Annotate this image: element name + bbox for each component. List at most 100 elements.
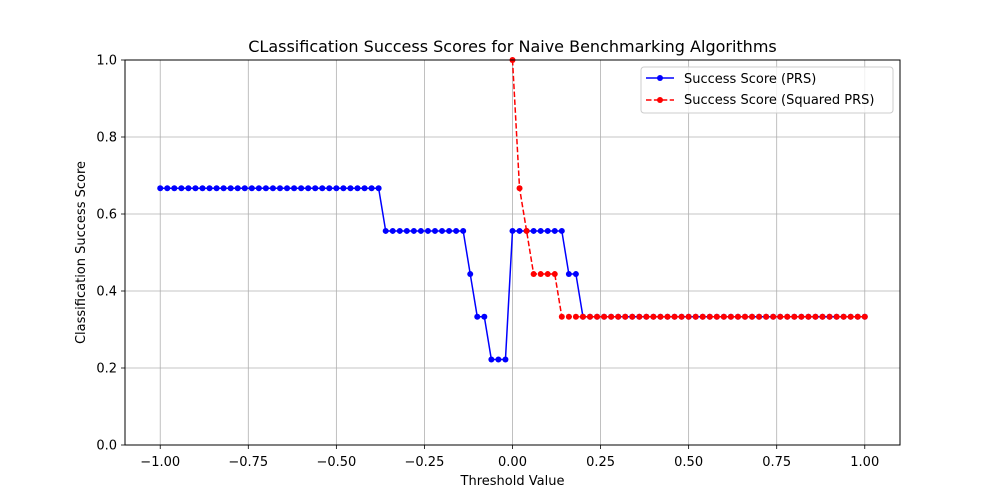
data-point-prs	[530, 227, 537, 234]
legend: Success Score (PRS) Success Score (Squar…	[640, 66, 894, 114]
data-point-squared-prs	[558, 313, 565, 320]
data-point-prs	[255, 185, 262, 192]
data-point-squared-prs	[636, 313, 643, 320]
data-point-prs	[424, 227, 431, 234]
data-point-prs	[241, 185, 248, 192]
y-axis: 0.0 0.2 0.4 0.6 0.8 1.0	[96, 54, 125, 454]
data-point-squared-prs	[720, 313, 727, 320]
data-point-squared-prs	[861, 313, 868, 320]
data-point-prs	[544, 227, 551, 234]
data-point-prs	[382, 227, 389, 234]
x-tick-label: 0.25	[586, 455, 615, 470]
data-point-squared-prs	[819, 313, 826, 320]
data-point-squared-prs	[699, 313, 706, 320]
data-point-prs	[340, 185, 347, 192]
data-point-prs	[481, 313, 488, 320]
chart-title: CLassification Success Scores for Naive …	[248, 37, 777, 56]
data-point-prs	[474, 313, 481, 320]
data-point-squared-prs	[847, 313, 854, 320]
data-point-squared-prs	[678, 313, 685, 320]
data-point-prs	[298, 185, 305, 192]
data-point-squared-prs	[629, 313, 636, 320]
data-point-prs	[248, 185, 255, 192]
data-point-squared-prs	[742, 313, 748, 320]
data-point-prs	[269, 185, 276, 192]
data-point-squared-prs	[777, 313, 784, 320]
y-tick-label: 0.6	[96, 208, 117, 223]
data-point-prs	[326, 185, 333, 192]
x-tick-label: 0.00	[498, 455, 527, 470]
y-tick-label: 0.0	[96, 439, 117, 454]
data-point-squared-prs	[551, 271, 558, 278]
y-tick-label: 1.0	[96, 54, 117, 69]
data-point-squared-prs	[671, 313, 678, 320]
data-point-squared-prs	[544, 271, 551, 278]
data-point-prs	[164, 185, 171, 192]
data-point-squared-prs	[643, 313, 650, 320]
data-point-prs	[333, 185, 340, 192]
data-point-squared-prs	[854, 313, 861, 320]
data-point-squared-prs	[692, 313, 699, 320]
data-point-prs	[277, 185, 283, 192]
data-point-prs	[432, 227, 438, 234]
data-point-prs	[262, 185, 269, 192]
data-point-squared-prs	[601, 313, 608, 320]
data-point-prs	[361, 185, 368, 192]
x-axis: −1.00 −0.75 −0.50 −0.25 0.00 0.25 0.50 0.75 1.00	[140, 445, 879, 470]
legend-marker-squared-prs	[657, 97, 663, 103]
data-point-prs	[565, 271, 572, 278]
data-point-prs	[446, 227, 453, 234]
data-point-prs	[213, 185, 220, 192]
data-point-squared-prs	[833, 313, 840, 320]
y-tick-label: 0.4	[96, 285, 117, 300]
data-point-prs	[488, 356, 495, 363]
data-point-prs	[403, 227, 410, 234]
y-tick-label: 0.2	[96, 362, 117, 377]
data-point-squared-prs	[713, 313, 720, 320]
data-point-prs	[495, 356, 502, 363]
x-tick-label: −1.00	[140, 455, 180, 470]
data-point-prs	[234, 185, 241, 192]
data-point-prs	[502, 356, 509, 363]
y-axis-label: Classification Success Score	[74, 161, 89, 344]
data-point-squared-prs	[840, 313, 847, 320]
data-point-squared-prs	[791, 313, 798, 320]
data-point-prs	[319, 185, 326, 192]
data-point-prs	[171, 185, 178, 192]
legend-label-squared-prs: Success Score (Squared PRS)	[684, 93, 874, 108]
data-point-squared-prs	[749, 313, 756, 320]
x-tick-label: −0.75	[228, 455, 268, 470]
x-tick-label: 0.75	[762, 455, 791, 470]
data-point-prs	[312, 185, 319, 192]
data-point-squared-prs	[727, 313, 734, 320]
data-point-prs	[291, 185, 298, 192]
data-point-prs	[347, 185, 354, 192]
data-point-prs	[410, 227, 417, 234]
data-point-prs	[227, 185, 234, 192]
data-point-prs	[375, 185, 382, 192]
data-point-prs	[417, 227, 424, 234]
data-point-squared-prs	[537, 271, 544, 278]
data-point-squared-prs	[812, 313, 819, 320]
data-point-squared-prs	[706, 313, 713, 320]
data-point-prs	[199, 185, 206, 192]
data-point-prs	[558, 227, 565, 234]
data-point-squared-prs	[770, 313, 777, 320]
data-point-prs	[467, 271, 474, 278]
data-point-squared-prs	[530, 271, 537, 278]
data-point-prs	[157, 185, 164, 192]
data-point-prs	[354, 185, 361, 192]
data-point-prs	[537, 227, 544, 234]
data-point-squared-prs	[594, 313, 601, 320]
data-point-squared-prs	[756, 313, 763, 320]
data-point-squared-prs	[565, 313, 572, 320]
x-axis-label: Threshold Value	[460, 474, 565, 489]
plot-area	[157, 57, 868, 363]
data-point-squared-prs	[734, 313, 741, 320]
data-point-squared-prs	[650, 313, 657, 320]
data-point-squared-prs	[572, 313, 579, 320]
data-point-prs	[368, 185, 375, 192]
legend-label-prs: Success Score (PRS)	[684, 72, 816, 87]
data-point-prs	[192, 185, 199, 192]
